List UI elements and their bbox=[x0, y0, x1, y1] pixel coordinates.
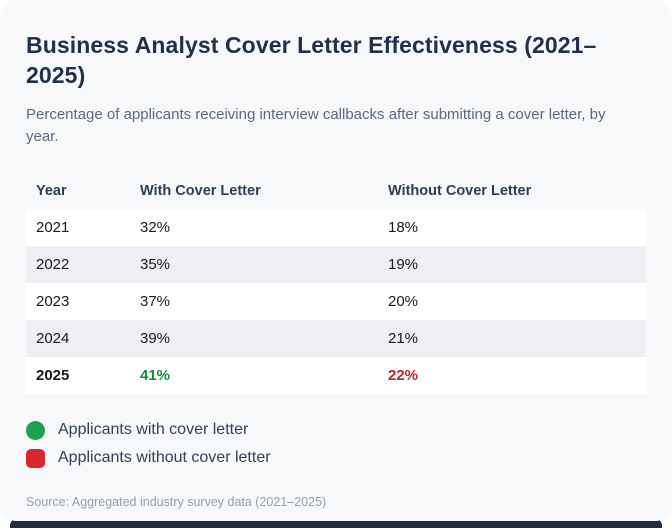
year-cell: 2023 bbox=[26, 282, 130, 320]
legend-label: Applicants with cover letter bbox=[58, 421, 249, 439]
effectiveness-table: Year With Cover Letter Without Cover Let… bbox=[26, 174, 646, 394]
table-header-row: Year With Cover Letter Without Cover Let… bbox=[26, 174, 646, 209]
year-cell: 2024 bbox=[26, 319, 130, 357]
year-cell: 2021 bbox=[26, 208, 130, 246]
year-cell: 2022 bbox=[26, 245, 130, 283]
without-cover-letter-cell: 21% bbox=[378, 319, 646, 357]
table-row: 2024 39% 21% bbox=[26, 319, 646, 357]
column-header-without: Without Cover Letter bbox=[388, 182, 532, 199]
with-cover-letter-cell: 37% bbox=[130, 282, 378, 320]
green-circle-icon bbox=[26, 420, 45, 440]
page-subtitle: Percentage of applicants receiving inter… bbox=[26, 105, 606, 146]
table-row: 2022 35% 19% bbox=[26, 245, 646, 283]
legend: Applicants with cover letter Applicants … bbox=[26, 420, 646, 468]
column-header-year: Year bbox=[36, 182, 67, 199]
with-cover-letter-cell: 32% bbox=[130, 208, 378, 246]
page-title: Business Analyst Cover Letter Effectiven… bbox=[26, 32, 597, 89]
table-row: 2023 37% 20% bbox=[26, 282, 646, 320]
red-square-icon bbox=[26, 448, 45, 468]
table-row-highlight-2025: 2025 41% 22% bbox=[26, 356, 646, 394]
legend-item-with-cover-letter: Applicants with cover letter bbox=[26, 420, 646, 440]
with-cover-letter-cell: 35% bbox=[130, 245, 378, 283]
without-cover-letter-cell: 18% bbox=[378, 208, 646, 246]
bottom-dark-strip bbox=[10, 518, 662, 528]
table-row: 2021 32% 18% bbox=[26, 208, 646, 246]
source-note: Source: Aggregated industry survey data … bbox=[26, 494, 327, 509]
without-cover-letter-cell: 20% bbox=[378, 282, 646, 320]
year-cell: 2025 bbox=[26, 356, 130, 394]
without-cover-letter-cell: 22% bbox=[378, 356, 646, 394]
without-cover-letter-cell: 19% bbox=[378, 245, 646, 283]
legend-label: Applicants without cover letter bbox=[58, 449, 271, 467]
with-cover-letter-cell: 41% bbox=[130, 356, 378, 394]
with-cover-letter-cell: 39% bbox=[130, 319, 378, 357]
legend-item-without-cover-letter: Applicants without cover letter bbox=[26, 448, 646, 468]
column-header-with: With Cover Letter bbox=[140, 182, 261, 199]
